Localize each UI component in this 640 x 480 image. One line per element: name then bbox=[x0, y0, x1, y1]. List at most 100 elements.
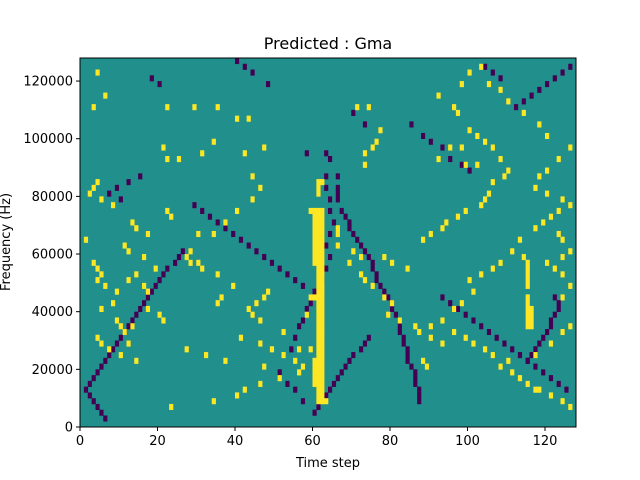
heatmap-cell-low bbox=[95, 403, 100, 411]
heatmap-cell-low bbox=[351, 109, 356, 116]
x-axis: 0 20 40 60 80 100 120 bbox=[76, 427, 557, 449]
heatmap-cell-high bbox=[568, 323, 573, 330]
heatmap-cell-low bbox=[343, 363, 348, 370]
heatmap-cell-high bbox=[374, 138, 379, 145]
heatmap-cell-high bbox=[459, 81, 464, 88]
heatmap-cell-high bbox=[486, 81, 492, 88]
heatmap-cell-high bbox=[320, 328, 325, 336]
x-tick-label: 80 bbox=[382, 434, 399, 449]
heatmap-cell-low bbox=[126, 179, 131, 186]
heatmap-cell-high bbox=[95, 277, 100, 284]
heatmap-cell-high bbox=[556, 230, 561, 238]
heatmap-cell-low bbox=[200, 207, 205, 214]
heatmap-cell-low bbox=[568, 63, 573, 70]
heatmap-cell-low bbox=[486, 328, 492, 336]
heatmap-cell-high bbox=[525, 294, 530, 301]
heatmap-cell-low bbox=[440, 294, 445, 301]
heatmap-cell-high bbox=[316, 254, 321, 261]
heatmap-cell-high bbox=[316, 363, 321, 370]
heatmap-cell-high bbox=[153, 265, 158, 272]
heatmap-cell-high bbox=[537, 173, 542, 180]
heatmap-cell-low bbox=[366, 254, 371, 261]
heatmap-cell-low bbox=[114, 340, 120, 347]
heatmap-cell-low bbox=[459, 161, 464, 168]
heatmap-cell-low bbox=[405, 352, 410, 359]
heatmap-cell-low bbox=[99, 363, 104, 370]
heatmap-cell-high bbox=[312, 242, 317, 249]
heatmap-cell-low bbox=[355, 236, 360, 243]
heatmap-cell-high bbox=[533, 352, 538, 359]
heatmap-cell-high bbox=[556, 156, 561, 163]
heatmap-cell-low bbox=[126, 323, 131, 330]
heatmap-cell-high bbox=[91, 259, 96, 266]
heatmap-cell-high bbox=[486, 190, 492, 197]
heatmap-cell-high bbox=[142, 282, 147, 289]
heatmap-cell-high bbox=[320, 219, 325, 226]
heatmap-cell-low bbox=[328, 254, 333, 261]
heatmap-cell-low bbox=[328, 207, 333, 214]
heatmap-cell-low bbox=[304, 305, 309, 312]
heatmap-cell-low bbox=[564, 386, 569, 393]
heatmap-cell-low bbox=[541, 334, 546, 341]
heatmap-cell-high bbox=[320, 179, 325, 186]
heatmap-cell-high bbox=[320, 282, 325, 289]
heatmap-cell-high bbox=[320, 236, 325, 243]
heatmap-cell-high bbox=[107, 346, 112, 353]
heatmap-cell-low bbox=[440, 144, 445, 151]
heatmap-cell-high bbox=[405, 265, 410, 272]
heatmap-cell-high bbox=[537, 121, 542, 128]
heatmap-cell-low bbox=[339, 369, 344, 376]
heatmap-cell-high bbox=[444, 219, 449, 226]
heatmap-cell-high bbox=[316, 225, 321, 232]
heatmap-cell-high bbox=[126, 248, 131, 255]
heatmap-cell-high bbox=[192, 104, 197, 111]
heatmap-cell-low bbox=[254, 248, 259, 255]
heatmap-cell-low bbox=[417, 398, 422, 405]
heatmap-cell-low bbox=[483, 63, 488, 70]
heatmap-cell-high bbox=[471, 340, 476, 347]
heatmap-cell-low bbox=[409, 121, 414, 128]
heatmap-cell-high bbox=[467, 277, 472, 284]
heatmap-cell-low bbox=[297, 323, 302, 330]
heatmap-cell-low bbox=[347, 225, 352, 232]
heatmap-cell-low bbox=[324, 173, 329, 180]
heatmap-cell-low bbox=[300, 282, 306, 289]
heatmap-cell-high bbox=[316, 357, 321, 364]
heatmap-cell-low bbox=[83, 386, 89, 393]
heatmap-cell-high bbox=[246, 115, 251, 122]
heatmap-cell-high bbox=[118, 352, 123, 359]
heatmap-cell-high bbox=[188, 248, 193, 255]
heatmap-cell-low bbox=[324, 150, 329, 157]
heatmap-cell-high bbox=[169, 213, 174, 220]
heatmap-cell-high bbox=[312, 236, 317, 243]
heatmap-cell-high bbox=[297, 369, 302, 376]
heatmap-cell-low bbox=[370, 265, 375, 272]
heatmap-cell-high bbox=[560, 196, 565, 203]
heatmap-cell-low bbox=[347, 219, 352, 226]
heatmap-cell-low bbox=[514, 104, 519, 111]
heatmap-cell-high bbox=[390, 300, 395, 307]
heatmap-cell-low bbox=[378, 282, 383, 289]
heatmap-cell-low bbox=[149, 288, 154, 295]
heatmap-cell-high bbox=[479, 202, 484, 209]
y-tick-label: 0 bbox=[65, 421, 73, 436]
heatmap-cell-high bbox=[525, 282, 530, 289]
heatmap-cell-low bbox=[448, 300, 453, 307]
heatmap-cell-high bbox=[320, 369, 325, 376]
y-tick-label: 80000 bbox=[32, 190, 73, 205]
heatmap-cell-high bbox=[320, 207, 325, 214]
heatmap-cell-high bbox=[463, 207, 468, 214]
heatmap-cell-low bbox=[161, 271, 166, 278]
heatmap-cell-low bbox=[103, 415, 108, 422]
heatmap-cell-high bbox=[316, 369, 321, 376]
heatmap-cell-low bbox=[339, 207, 344, 214]
heatmap-cell-high bbox=[250, 196, 255, 203]
heatmap-cell-high bbox=[312, 230, 317, 238]
heatmap-cell-high bbox=[316, 398, 321, 405]
heatmap-cell-low bbox=[231, 230, 236, 238]
heatmap-cell-high bbox=[126, 340, 131, 347]
heatmap-cell-low bbox=[401, 334, 406, 341]
x-axis-label: Time step bbox=[295, 456, 360, 471]
heatmap-cell-high bbox=[506, 167, 511, 174]
heatmap-cell-low bbox=[413, 375, 418, 382]
